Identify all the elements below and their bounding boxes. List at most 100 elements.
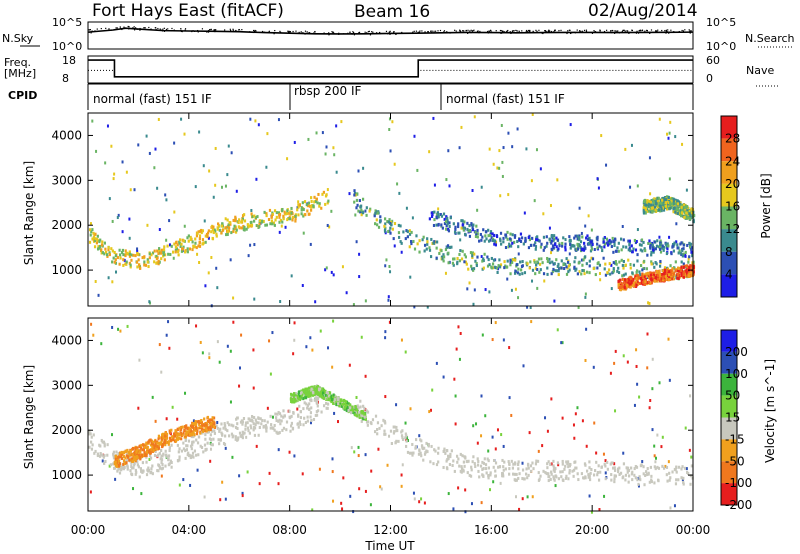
velocity-frame xyxy=(87,317,694,512)
band-cell xyxy=(576,237,579,241)
band-cell xyxy=(307,407,311,411)
band-cell xyxy=(108,251,111,255)
band-cell xyxy=(281,220,284,224)
band-cell xyxy=(153,453,157,457)
band-cell xyxy=(315,388,318,392)
band-cell xyxy=(423,249,426,253)
band-cell xyxy=(627,474,631,478)
band-cell xyxy=(527,246,531,250)
band-cell xyxy=(250,223,254,227)
band-cell xyxy=(98,246,101,250)
scatter-point xyxy=(584,292,587,296)
noise-point xyxy=(241,29,243,31)
scatter-point xyxy=(498,166,501,170)
band-cell xyxy=(103,252,106,256)
band-cell xyxy=(607,268,611,272)
time-tick-label: 08:00 xyxy=(272,523,307,537)
band-cell xyxy=(397,231,401,235)
scatter-point xyxy=(550,397,553,401)
band-cell xyxy=(149,451,152,455)
scatter-point xyxy=(238,384,241,388)
band-cell xyxy=(170,465,173,469)
scatter-point xyxy=(621,224,624,228)
band-cell xyxy=(557,477,560,481)
scatter-point xyxy=(309,336,312,340)
band-cell xyxy=(374,222,377,226)
band-cell xyxy=(557,262,560,266)
band-cell xyxy=(88,240,92,244)
scatter-point xyxy=(458,146,461,150)
scatter-point xyxy=(647,301,650,305)
band-cell xyxy=(691,264,694,268)
colorbar-segment xyxy=(721,206,737,230)
band-cell xyxy=(608,238,611,242)
band-cell xyxy=(690,271,693,275)
band-cell xyxy=(557,269,560,273)
band-cell xyxy=(125,454,128,458)
scatter-point xyxy=(388,128,391,132)
scatter-point xyxy=(636,228,639,232)
band-cell xyxy=(588,237,591,241)
band-cell xyxy=(264,223,267,227)
band-cell xyxy=(676,273,680,277)
band-cell xyxy=(546,272,549,276)
band-cell xyxy=(167,457,170,461)
band-cell xyxy=(624,272,627,276)
band-cell xyxy=(614,261,617,265)
band-cell xyxy=(288,211,291,215)
band-cell xyxy=(308,204,312,208)
band-cell xyxy=(598,244,601,248)
band-cell xyxy=(111,249,114,253)
scatter-point xyxy=(209,459,212,463)
scatter-point xyxy=(398,191,401,195)
band-cell xyxy=(531,236,534,240)
band-cell xyxy=(565,272,569,276)
band-cell xyxy=(681,465,684,469)
band-cell xyxy=(195,420,199,424)
band-cell xyxy=(590,244,593,248)
band-cell xyxy=(574,466,577,470)
band-cell xyxy=(471,251,474,255)
band-cell xyxy=(546,256,549,260)
band-cell xyxy=(585,270,589,274)
band-cell xyxy=(512,258,515,262)
band-cell xyxy=(193,433,196,437)
power-ylabel: Slant Range [km] xyxy=(22,161,36,265)
band-cell xyxy=(524,239,527,243)
band-cell xyxy=(627,248,630,252)
band-cell xyxy=(293,398,297,402)
noise-point xyxy=(412,31,414,33)
band-cell xyxy=(126,251,129,255)
band-cell xyxy=(151,464,154,468)
band-cell xyxy=(316,385,320,389)
band-cell xyxy=(395,439,398,443)
band-cell xyxy=(195,422,198,426)
time-tick-label: 12:00 xyxy=(373,523,408,537)
band-cell xyxy=(96,452,100,456)
noise-point xyxy=(154,27,156,29)
band-cell xyxy=(211,443,214,447)
band-cell xyxy=(242,432,245,436)
band-cell xyxy=(690,250,693,254)
band-cell xyxy=(252,422,255,426)
band-cell xyxy=(164,449,167,453)
colorbar-segment xyxy=(721,274,737,297)
band-cell xyxy=(190,429,193,433)
band-cell xyxy=(94,449,97,453)
band-cell xyxy=(106,254,109,258)
band-cell xyxy=(520,236,524,240)
band-cell xyxy=(389,429,393,433)
scatter-point xyxy=(561,341,564,345)
band-cell xyxy=(590,468,593,472)
band-cell xyxy=(235,228,238,232)
noise-point xyxy=(511,31,513,33)
band-cell xyxy=(226,429,229,433)
band-cell xyxy=(670,252,673,256)
scatter-point xyxy=(332,273,335,277)
band-cell xyxy=(541,261,544,265)
band-cell xyxy=(88,429,91,433)
band-cell xyxy=(666,205,669,209)
noise-point xyxy=(502,32,504,34)
band-cell xyxy=(285,212,289,216)
band-cell xyxy=(310,419,313,423)
